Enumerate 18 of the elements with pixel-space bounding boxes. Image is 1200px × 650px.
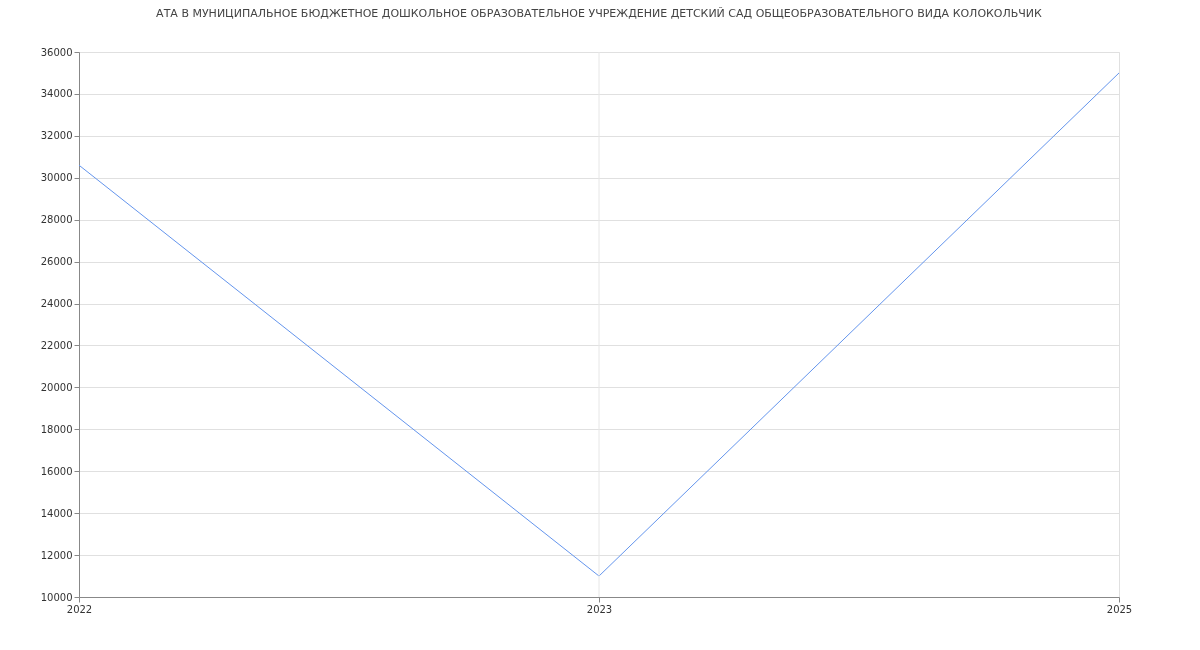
y-tick-label: 18000 [40,423,73,435]
y-tick-label: 26000 [40,256,73,268]
y-tick-label: 34000 [40,88,73,100]
chart-title: АТА В МУНИЦИПАЛЬНОЕ БЮДЖЕТНОЕ ДОШКОЛЬНОЕ ОБРАЗОВАТЕЛЬНОЕ УЧРЕЖДЕНИЕ ДЕТСКИЙ САД ОБЩЕОБРАЗОВАТЕЛЬНОГО ВИДА КОЛОКОЛЬЧИК [156,7,1043,20]
y-tick-label: 10000 [40,591,73,603]
y-tick-label: 32000 [40,130,73,142]
y-tick-label: 36000 [40,46,73,58]
y-tick-label: 22000 [40,339,73,351]
x-tick-label: 2022 [66,603,93,615]
y-tick-label: 16000 [40,465,73,477]
y-tick-label: 14000 [40,507,73,519]
y-tick-label: 12000 [40,549,73,561]
y-tick-label: 24000 [40,298,73,310]
y-tick-label: 28000 [40,214,73,226]
y-tick-label: 30000 [40,172,73,184]
x-tick-label: 2025 [1106,603,1133,615]
x-tick-label: 2023 [586,603,613,615]
y-tick-label: 20000 [40,381,73,393]
